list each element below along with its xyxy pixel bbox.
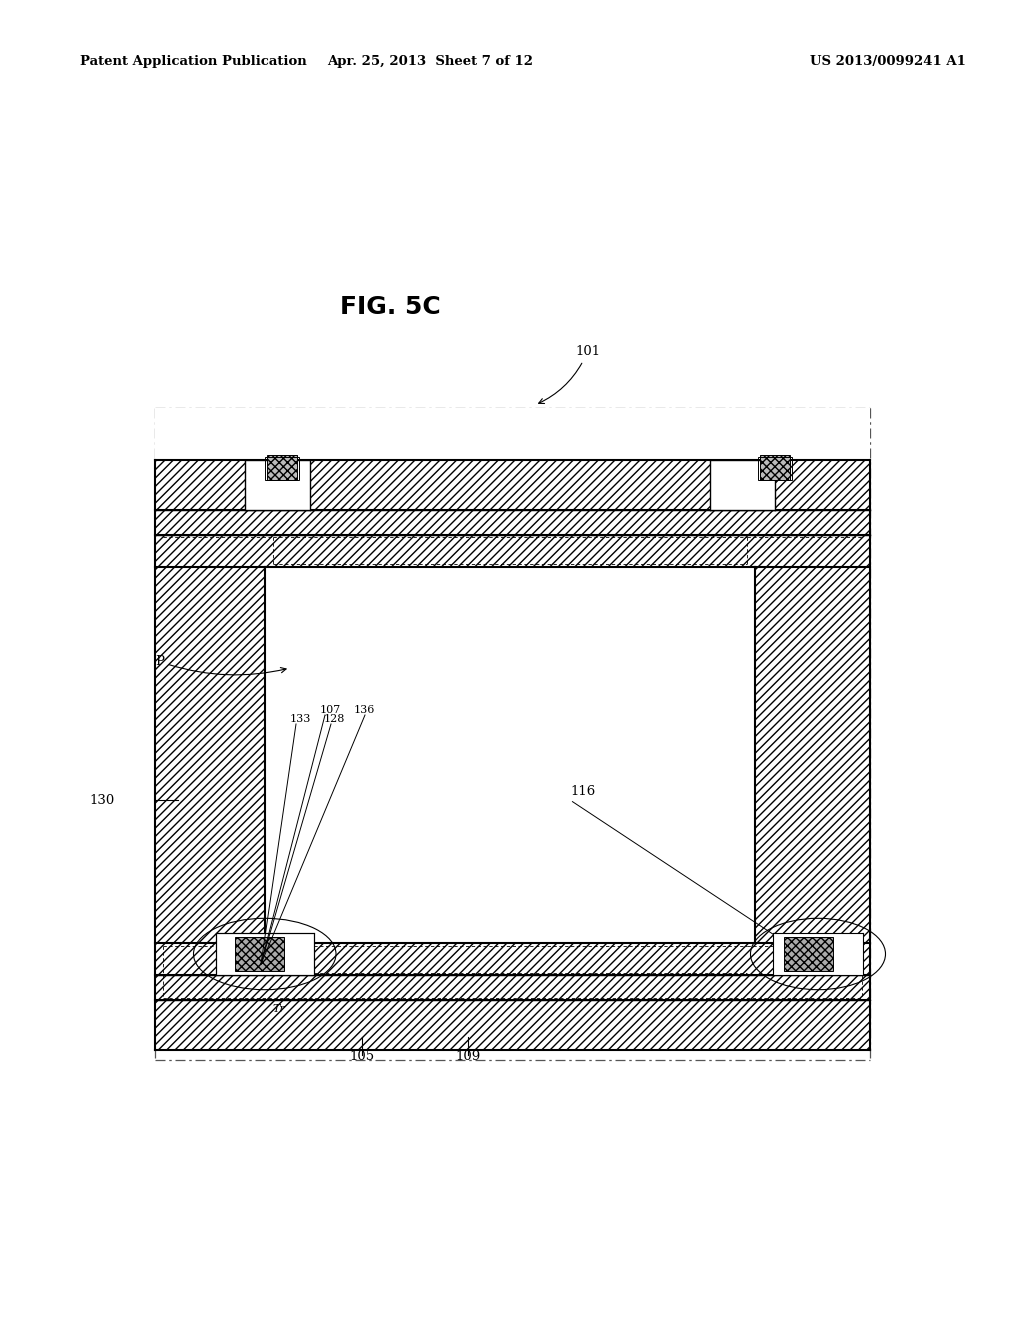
Bar (755, 568, 870, 942)
Text: 109: 109 (456, 1049, 480, 1063)
Text: Apr. 25, 2013  Sheet 7 of 12: Apr. 25, 2013 Sheet 7 of 12 (327, 55, 534, 69)
Text: US 2013/0099241 A1: US 2013/0099241 A1 (810, 55, 966, 69)
Text: FIG. 5C: FIG. 5C (340, 294, 440, 319)
Bar (773, 933, 863, 975)
Text: 128: 128 (324, 714, 345, 723)
Text: P: P (155, 655, 286, 675)
Bar (216, 933, 313, 975)
Text: 130: 130 (90, 793, 115, 807)
Text: 107: 107 (319, 705, 341, 715)
Bar (760, 455, 790, 480)
Text: 101: 101 (539, 345, 600, 404)
Bar (155, 535, 870, 568)
Bar (155, 510, 870, 535)
Bar (155, 1001, 870, 1049)
Bar (267, 455, 297, 480)
Bar (234, 937, 284, 972)
Bar (155, 408, 870, 459)
Bar (155, 975, 870, 1001)
Bar (155, 459, 870, 510)
Text: 116: 116 (570, 785, 595, 799)
Bar (155, 942, 870, 975)
Bar (155, 568, 265, 942)
Text: Tr: Tr (272, 1005, 285, 1014)
Bar (758, 457, 792, 480)
Text: Patent Application Publication: Patent Application Publication (80, 55, 307, 69)
Bar (265, 457, 299, 480)
Bar (245, 459, 310, 510)
Bar (784, 937, 833, 972)
Bar (265, 568, 755, 942)
Bar (710, 459, 775, 510)
Text: 133: 133 (290, 714, 311, 723)
Text: 136: 136 (354, 705, 376, 715)
Text: 105: 105 (349, 1049, 375, 1063)
